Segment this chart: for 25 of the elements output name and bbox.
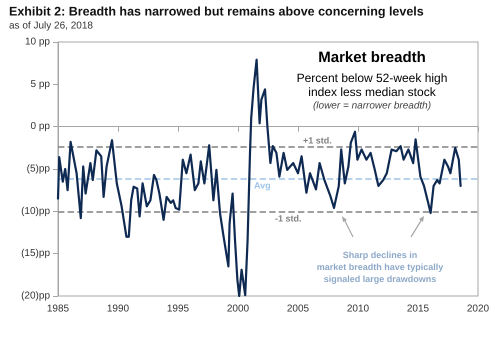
y-tick-label: 5 pp xyxy=(30,78,50,90)
y-tick-label: (5)pp xyxy=(26,164,50,174)
chart-subtitle: as of July 26, 2018 xyxy=(9,20,94,32)
annotation: Market breadth xyxy=(318,49,426,66)
annotation: Percent below 52-week high xyxy=(296,71,448,85)
y-tick-label: (10)pp xyxy=(21,206,50,217)
annotation: (lower = narrower breadth) xyxy=(312,100,432,112)
y-tick-label: (20)pp xyxy=(21,290,50,302)
x-tick-label: 1995 xyxy=(166,304,190,314)
y-tick-label: 10 pp xyxy=(24,36,50,48)
x-tick-label: 2000 xyxy=(226,304,250,314)
chart-title: Exhibit 2: Breadth has narrowed but remains above concerning levels xyxy=(9,4,424,18)
x-tick-label: 1985 xyxy=(46,304,70,314)
y-tick-label: (15)pp xyxy=(21,248,50,260)
ref-line-label: Avg xyxy=(254,180,271,191)
x-tick-label: 2015 xyxy=(406,304,430,314)
x-tick-label: 2005 xyxy=(286,304,310,314)
annotation: index less median stock xyxy=(308,85,437,99)
ref-line-label: -1 std. xyxy=(275,214,302,224)
x-tick-label: 2020 xyxy=(466,304,490,314)
y-tick-label: 0 pp xyxy=(30,121,50,132)
x-tick-label: 2010 xyxy=(346,304,370,314)
x-tick-label: 1990 xyxy=(106,304,130,314)
annotation: Sharp declines in market breadth have typically signaled large drawdowns xyxy=(316,250,444,284)
ref-line-label: +1 std. xyxy=(303,135,332,146)
